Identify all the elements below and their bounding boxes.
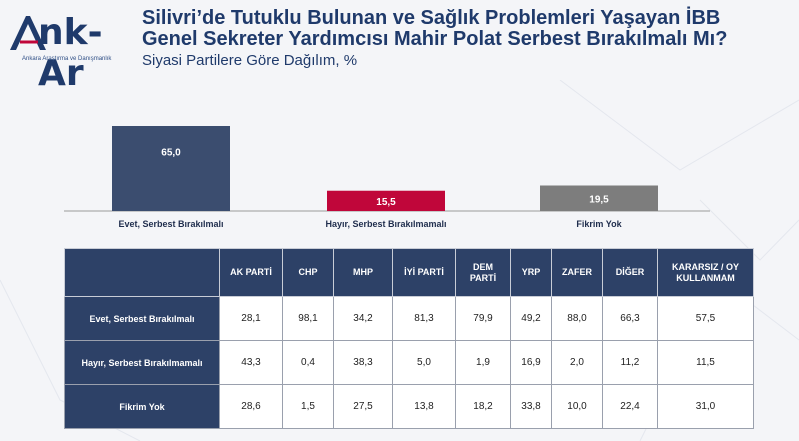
column-header: CHP <box>282 248 334 297</box>
table-header-row: AK PARTİ CHP MHP İYİ PARTİ DEM PARTİ YRP ZAFER… <box>64 248 754 297</box>
table-cell: 79,9 <box>455 296 511 341</box>
column-header: ZAFER <box>551 248 603 297</box>
bar-value-label: 19,5 <box>589 194 609 205</box>
column-header: MHP <box>333 248 393 297</box>
table-cell: 1,5 <box>282 384 334 429</box>
table-row: Hayır, Serbest Bırakılmamalı 43,3 0,4 38,3 5… <box>64 340 754 385</box>
table-cell: 98,1 <box>282 296 334 341</box>
table-cell: 1,9 <box>455 340 511 385</box>
table-cell: 11,5 <box>657 340 754 385</box>
table-corner-cell <box>64 248 220 297</box>
logo-tagline: Ankara Araştırma ve Danışmanlık <box>22 56 112 62</box>
table-cell: 11,2 <box>602 340 658 385</box>
page-title: Silivri’de Tutuklu Bulunan ve Sağlık Pro… <box>142 8 727 50</box>
table-cell: 81,3 <box>392 296 456 341</box>
bar-value-label: 65,0 <box>161 148 181 159</box>
table-row: Fikrim Yok 28,6 1,5 27,5 13,8 18,2 33,8 10,0 22,… <box>64 384 754 429</box>
table-cell: 88,0 <box>551 296 603 341</box>
table-cell: 57,5 <box>657 296 754 341</box>
column-header: DİĞER <box>602 248 658 297</box>
title-line-2: Genel Sekreter Yardımcısı Mahir Polat Se… <box>142 28 728 50</box>
column-header: İYİ PARTİ <box>392 248 456 297</box>
page-subtitle: Siyasi Partilere Göre Dağılım, % <box>142 52 358 69</box>
table-cell: 13,8 <box>392 384 456 429</box>
column-header: KARARSIZ / OY KULLANMAM <box>657 248 754 297</box>
table-cell: 10,0 <box>551 384 603 429</box>
bar-1 <box>112 126 230 211</box>
table-cell: 28,1 <box>219 296 283 341</box>
category-label: Evet, Serbest Bırakılmalı <box>118 219 223 229</box>
table-cell: 33,8 <box>510 384 552 429</box>
column-header: YRP <box>510 248 552 297</box>
table-cell: 66,3 <box>602 296 658 341</box>
category-label: Fikrim Yok <box>576 219 622 229</box>
title-line-1: Silivri’de Tutuklu Bulunan ve Sağlık Pro… <box>142 7 721 29</box>
bar-chart: 65,0 Evet, Serbest Bırakılmalı 15,5 Hayır, … <box>64 126 710 229</box>
column-header: AK PARTİ <box>219 248 283 297</box>
table-cell: 22,4 <box>602 384 658 429</box>
row-header: Hayır, Serbest Bırakılmamalı <box>64 340 220 385</box>
table-cell: 5,0 <box>392 340 456 385</box>
logo: nk-Ar Ankara Araştırma ve Danışmanlık <box>8 10 138 94</box>
table-cell: 2,0 <box>551 340 603 385</box>
logo-wordmark: nk-Ar <box>38 12 103 94</box>
bar-2 <box>327 190 445 211</box>
party-table: AK PARTİ CHP MHP İYİ PARTİ DEM PARTİ YRP ZAFER… <box>64 248 754 429</box>
table-cell: 49,2 <box>510 296 552 341</box>
table-cell: 31,0 <box>657 384 754 429</box>
table-cell: 16,9 <box>510 340 552 385</box>
table-cell: 34,2 <box>333 296 393 341</box>
table-cell: 18,2 <box>455 384 511 429</box>
table-cell: 0,4 <box>282 340 334 385</box>
category-label: Hayır, Serbest Bırakılmamalı <box>325 219 446 229</box>
table-cell: 27,5 <box>333 384 393 429</box>
table-cell: 28,6 <box>219 384 283 429</box>
row-header: Fikrim Yok <box>64 384 220 429</box>
logo-mark-icon <box>10 16 46 50</box>
column-header: DEM PARTİ <box>455 248 511 297</box>
table-cell: 43,3 <box>219 340 283 385</box>
table-cell: 38,3 <box>333 340 393 385</box>
bar-3 <box>540 185 658 211</box>
bar-value-label: 15,5 <box>376 197 396 208</box>
row-header: Evet, Serbest Bırakılmalı <box>64 296 220 341</box>
table-row: Evet, Serbest Bırakılmalı 28,1 98,1 34,2 81,… <box>64 296 754 341</box>
